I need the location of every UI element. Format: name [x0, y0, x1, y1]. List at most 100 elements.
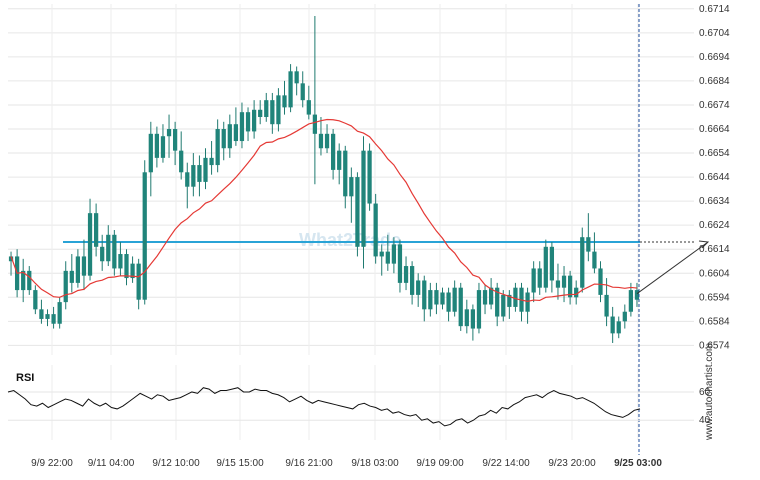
x-axis-tick: 9/12 10:00: [152, 458, 200, 469]
candle-body: [75, 256, 81, 283]
candle-body: [440, 292, 445, 305]
candle-body: [239, 112, 245, 142]
candle-body: [318, 133, 324, 149]
price-y-tick: 0.6674: [699, 100, 730, 111]
x-axis-tick: 9/9 22:00: [31, 458, 73, 469]
candle-body: [45, 314, 50, 319]
candle-body: [446, 292, 451, 312]
candle-body: [598, 268, 603, 295]
candle-body: [294, 71, 299, 84]
candle-body: [118, 254, 123, 269]
candle-body: [574, 287, 579, 298]
x-axis-tick: 9/15 15:00: [216, 458, 264, 469]
candle-body: [428, 290, 433, 310]
candle-body: [264, 100, 269, 117]
candle-body: [258, 109, 263, 117]
moving-average-line: [10, 118, 638, 303]
candle-body: [616, 321, 621, 334]
candle-body: [221, 129, 226, 149]
candle-body: [288, 71, 293, 108]
candle-body: [403, 266, 409, 283]
price-y-tick: 0.6714: [699, 4, 730, 15]
candle-body: [379, 251, 384, 257]
candle-body: [39, 309, 44, 319]
candle-body: [495, 287, 500, 317]
candle-body: [100, 246, 105, 262]
price-y-tick: 0.6574: [699, 340, 730, 351]
candle-body: [185, 172, 190, 187]
candle-body: [300, 83, 305, 101]
candle-body: [69, 270, 74, 283]
candle-body: [87, 213, 93, 276]
candle-body: [276, 95, 281, 125]
candle-body: [458, 287, 463, 327]
price-y-tick: 0.6634: [699, 196, 730, 207]
forecast-arrow-head: [698, 240, 710, 249]
watermark-text: What2Trade: [299, 230, 401, 250]
candle-body: [172, 129, 178, 151]
candle-body: [549, 246, 555, 281]
rsi-line: [7, 387, 641, 427]
candle-body: [312, 114, 318, 134]
candle-body: [452, 287, 457, 312]
candle-body: [349, 177, 354, 197]
candle-body: [397, 244, 403, 283]
candle-body: [434, 290, 439, 305]
price-y-tick: 0.6654: [699, 148, 730, 159]
price-y-tick: 0.6604: [699, 268, 730, 279]
candle-body: [355, 177, 360, 247]
price-y-tick: 0.6644: [699, 172, 730, 183]
candle-body: [488, 287, 494, 305]
x-axis-tick: 9/19 09:00: [416, 458, 464, 469]
x-axis-tick: 9/25 03:00: [614, 458, 662, 469]
candle-body: [501, 294, 506, 317]
candle-body: [154, 133, 160, 158]
candle-body: [215, 129, 220, 166]
price-y-tick: 0.6594: [699, 292, 730, 303]
x-axis-tick: 9/11 04:00: [88, 458, 135, 469]
candle-body: [130, 263, 135, 279]
candle-body: [197, 165, 202, 182]
candle-body: [124, 254, 129, 279]
candle-body: [476, 290, 482, 329]
candle-body: [148, 133, 153, 173]
candle-body: [57, 302, 62, 324]
candle-body: [628, 290, 634, 312]
candle-body: [337, 150, 342, 170]
candle-body: [373, 203, 378, 257]
candle-body: [385, 251, 390, 264]
candle-body: [361, 150, 366, 247]
candle-body: [8, 256, 14, 262]
candle-body: [537, 268, 542, 288]
candle-body: [561, 275, 567, 288]
candle-body: [112, 234, 117, 269]
candle-body: [507, 294, 512, 307]
candle-body: [191, 165, 196, 187]
candle-body: [27, 270, 32, 291]
candle-body: [409, 266, 415, 295]
candle-body: [324, 133, 330, 149]
candle-body: [306, 100, 311, 115]
candle-body: [245, 112, 251, 132]
candle-body: [160, 136, 166, 158]
candle-body: [33, 290, 38, 310]
candle-body: [63, 270, 68, 303]
candle-body: [367, 150, 372, 204]
candle-body: [233, 124, 239, 142]
price-y-tick: 0.6664: [699, 124, 730, 135]
candle-body: [470, 309, 476, 329]
candle-body: [106, 234, 111, 262]
candle-body: [422, 280, 427, 310]
candle-body: [513, 287, 518, 307]
candle-body: [531, 268, 536, 293]
price-y-tick: 0.6694: [699, 52, 730, 63]
price-y-tick: 0.6684: [699, 76, 730, 87]
candle-body: [555, 280, 561, 288]
candle-body: [209, 157, 214, 166]
vertical-site-label: www.autochartist.com: [704, 343, 715, 441]
candle-body: [93, 213, 99, 247]
candle-body: [391, 244, 397, 264]
candle-body: [586, 237, 591, 252]
candle-body: [610, 316, 615, 334]
